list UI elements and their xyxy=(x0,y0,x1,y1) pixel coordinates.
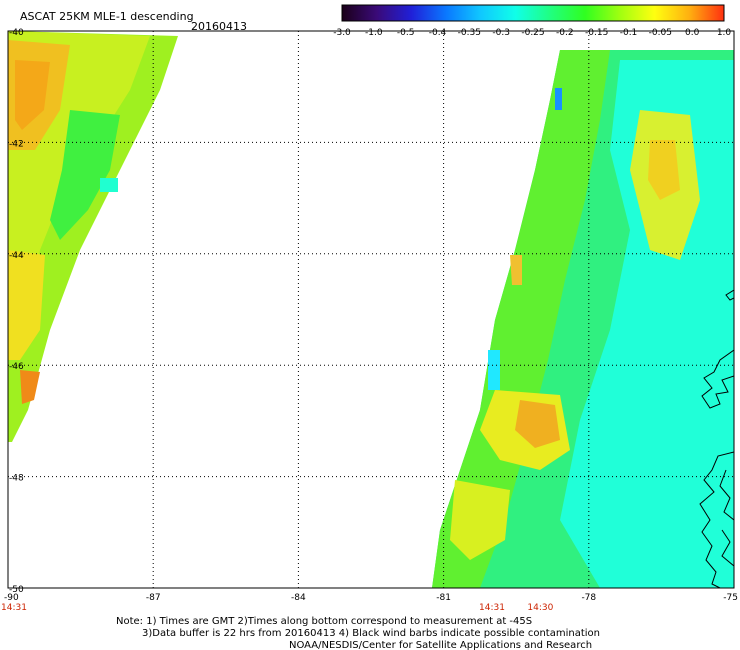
colorbar: -3.0 -1.0 -0.5 -0.4 -0.35 -0.3 -0.25 -0.2 -0.15 -… xyxy=(333,4,731,38)
pass-time-label: 14:31 xyxy=(1,603,27,613)
east-swath xyxy=(432,50,734,588)
colorbar-label: -0.5 xyxy=(397,28,415,38)
coastline xyxy=(699,289,734,588)
west-swath-orange-core xyxy=(15,60,50,130)
colorbar-label: -0.2 xyxy=(556,28,574,38)
colorbar-labels: -3.0 -1.0 -0.5 -0.4 -0.35 -0.3 -0.25 -0.2 -0.15 -… xyxy=(333,28,731,38)
colorbar-label: -0.35 xyxy=(458,28,481,38)
west-swath xyxy=(8,31,178,442)
colorbar-label: -0.3 xyxy=(492,28,510,38)
colorbar-label: -0.15 xyxy=(585,28,608,38)
east-swath-yellow-core xyxy=(648,140,680,200)
colorbar-label: -0.4 xyxy=(429,28,447,38)
pass-time-labels: 14:31 14:31 14:30 xyxy=(1,603,554,613)
longitude-label: -78 xyxy=(581,593,596,603)
latitude-label: -42 xyxy=(9,139,24,149)
note-line-1: Note: 1) Times are GMT 2)Times along bot… xyxy=(116,616,532,627)
east-swath-yellow-south xyxy=(450,480,510,560)
colorbar-label: 1.0 xyxy=(717,28,732,38)
latitude-label: -50 xyxy=(9,585,24,595)
colorbar-gradient xyxy=(341,4,725,22)
longitude-label: -81 xyxy=(436,593,451,603)
west-swath-green xyxy=(50,110,120,240)
longitude-labels: -90 -87 -84 -81 -78 -75 xyxy=(4,593,738,603)
pass-time-label: 14:31 xyxy=(479,603,505,613)
pass-time-label: 14:30 xyxy=(527,603,553,613)
product-date: 20160413 xyxy=(191,20,247,33)
west-swath-cyan-patch xyxy=(100,178,118,192)
note-line-3: NOAA/NESDIS/Center for Satellite Applica… xyxy=(289,640,592,650)
east-swath-orange-mid xyxy=(515,400,560,448)
east-swath-cyan-edge xyxy=(488,350,500,390)
west-swath-orange-south xyxy=(20,370,40,404)
colorbar-label: -0.1 xyxy=(620,28,638,38)
product-title: ASCAT 25KM MLE-1 descending xyxy=(20,10,194,23)
longitude-label: -75 xyxy=(723,593,738,603)
note-line-2: 3)Data buffer is 22 hrs from 20160413 4)… xyxy=(142,628,600,639)
latitude-label: -40 xyxy=(9,28,24,38)
east-swath-orange-spot xyxy=(510,255,522,285)
map-frame xyxy=(7,30,735,589)
latitude-label: -44 xyxy=(9,251,24,261)
latitude-label: -48 xyxy=(9,474,24,484)
map-area: -40 -42 -44 -46 -48 -50 -90 -87 -84 -81 -78 -75 14… xyxy=(1,28,738,613)
colorbar-label: -0.05 xyxy=(649,28,672,38)
colorbar-label: -1.0 xyxy=(365,28,383,38)
east-swath-green xyxy=(432,50,610,588)
colorbar-label: 0.0 xyxy=(685,28,700,38)
colorbar-label: -3.0 xyxy=(333,28,351,38)
longitude-label: -87 xyxy=(146,593,161,603)
longitude-label: -90 xyxy=(4,593,19,603)
east-swath-blue-spot xyxy=(555,88,562,110)
latitude-label: -46 xyxy=(9,362,24,372)
west-swath-yellow-south xyxy=(8,250,45,360)
longitude-label: -84 xyxy=(291,593,306,603)
colorbar-label: -0.25 xyxy=(521,28,544,38)
latitude-labels: -40 -42 -44 -46 -48 -50 xyxy=(9,28,24,595)
